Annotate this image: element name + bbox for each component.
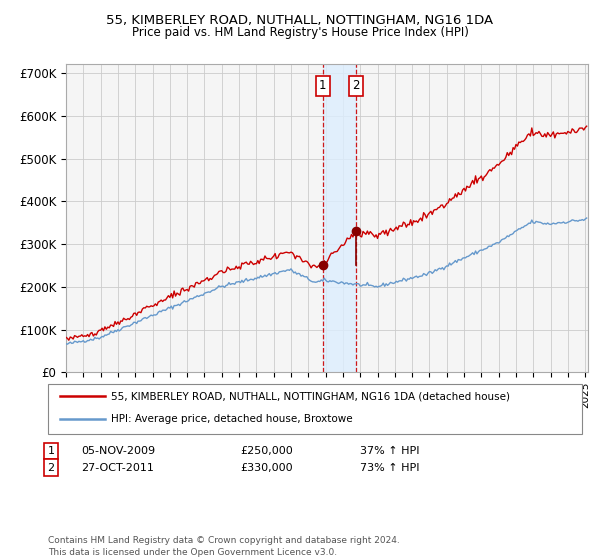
Text: 27-OCT-2011: 27-OCT-2011 (81, 463, 154, 473)
Text: 1: 1 (47, 446, 55, 456)
Text: 05-NOV-2009: 05-NOV-2009 (81, 446, 155, 456)
Text: £250,000: £250,000 (240, 446, 293, 456)
Text: 2: 2 (352, 80, 359, 92)
Bar (323, 64, 356, 372)
Text: Price paid vs. HM Land Registry's House Price Index (HPI): Price paid vs. HM Land Registry's House … (131, 26, 469, 39)
Text: Contains HM Land Registry data © Crown copyright and database right 2024.
This d: Contains HM Land Registry data © Crown c… (48, 536, 400, 557)
Text: 2: 2 (47, 463, 55, 473)
Text: £330,000: £330,000 (240, 463, 293, 473)
Text: 73% ↑ HPI: 73% ↑ HPI (360, 463, 419, 473)
Text: HPI: Average price, detached house, Broxtowe: HPI: Average price, detached house, Brox… (111, 414, 353, 424)
Text: 55, KIMBERLEY ROAD, NUTHALL, NOTTINGHAM, NG16 1DA: 55, KIMBERLEY ROAD, NUTHALL, NOTTINGHAM,… (106, 14, 494, 27)
Text: 37% ↑ HPI: 37% ↑ HPI (360, 446, 419, 456)
Text: 1: 1 (319, 80, 326, 92)
Text: 55, KIMBERLEY ROAD, NUTHALL, NOTTINGHAM, NG16 1DA (detached house): 55, KIMBERLEY ROAD, NUTHALL, NOTTINGHAM,… (111, 391, 510, 402)
